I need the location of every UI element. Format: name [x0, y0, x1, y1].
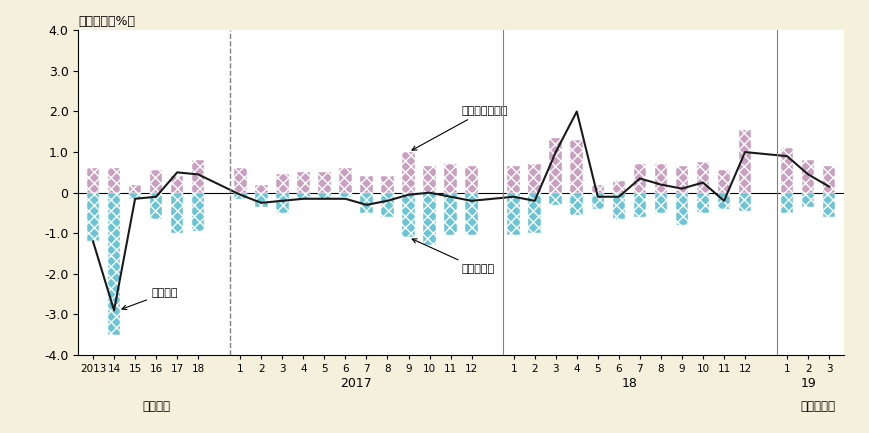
Bar — [779, 148, 793, 193]
Bar — [255, 193, 268, 207]
Bar — [717, 170, 729, 193]
Bar — [738, 130, 751, 193]
Text: 19: 19 — [799, 378, 815, 391]
Bar — [507, 166, 520, 193]
Bar — [192, 193, 204, 231]
Bar — [318, 193, 330, 199]
Bar — [717, 193, 729, 209]
Bar — [465, 193, 477, 235]
Bar — [360, 193, 372, 213]
Text: （年度）: （年度） — [142, 400, 170, 413]
Bar — [170, 177, 183, 193]
Text: 実質賃金: 実質賃金 — [122, 288, 178, 310]
Bar — [633, 164, 646, 193]
Bar — [653, 193, 667, 213]
Bar — [675, 166, 687, 193]
Bar — [633, 193, 646, 217]
Text: 物価の寄与: 物価の寄与 — [412, 239, 494, 274]
Bar — [149, 193, 163, 219]
Bar — [108, 193, 120, 335]
Bar — [234, 168, 246, 193]
Bar — [422, 166, 435, 193]
Bar — [149, 170, 163, 193]
Bar — [444, 164, 456, 193]
Bar — [653, 164, 667, 193]
Text: 名目賃金の寄与: 名目賃金の寄与 — [412, 106, 507, 150]
Bar — [401, 152, 415, 193]
Text: 2017: 2017 — [340, 378, 371, 391]
Bar — [108, 168, 120, 193]
Bar — [801, 160, 813, 193]
Bar — [87, 193, 99, 242]
Bar — [87, 168, 99, 193]
Bar — [422, 193, 435, 246]
Bar — [591, 184, 603, 193]
Text: （前年比・%）: （前年比・%） — [78, 15, 136, 28]
Bar — [527, 164, 541, 193]
Bar — [275, 193, 289, 213]
Bar — [696, 193, 708, 213]
Bar — [234, 193, 246, 199]
Bar — [738, 193, 751, 211]
Bar — [801, 193, 813, 207]
Bar — [318, 172, 330, 193]
Bar — [591, 193, 603, 209]
Bar — [192, 160, 204, 193]
Bar — [507, 193, 520, 235]
Bar — [549, 138, 561, 193]
Bar — [612, 181, 625, 193]
Bar — [779, 193, 793, 213]
Bar — [296, 172, 309, 193]
Bar — [255, 184, 268, 193]
Bar — [401, 193, 415, 237]
Bar — [129, 193, 142, 199]
Bar — [339, 193, 351, 197]
Bar — [444, 193, 456, 235]
Bar — [360, 177, 372, 193]
Bar — [570, 193, 582, 215]
Bar — [675, 193, 687, 225]
Bar — [822, 193, 834, 217]
Bar — [129, 184, 142, 193]
Bar — [170, 193, 183, 233]
Bar — [549, 193, 561, 205]
Bar — [275, 174, 289, 193]
Bar — [527, 193, 541, 233]
Bar — [339, 168, 351, 193]
Bar — [296, 193, 309, 199]
Text: 18: 18 — [620, 378, 637, 391]
Bar — [381, 177, 394, 193]
Bar — [612, 193, 625, 219]
Bar — [696, 162, 708, 193]
Text: （年・月）: （年・月） — [799, 400, 834, 413]
Bar — [465, 166, 477, 193]
Bar — [381, 193, 394, 217]
Bar — [822, 166, 834, 193]
Bar — [570, 140, 582, 193]
